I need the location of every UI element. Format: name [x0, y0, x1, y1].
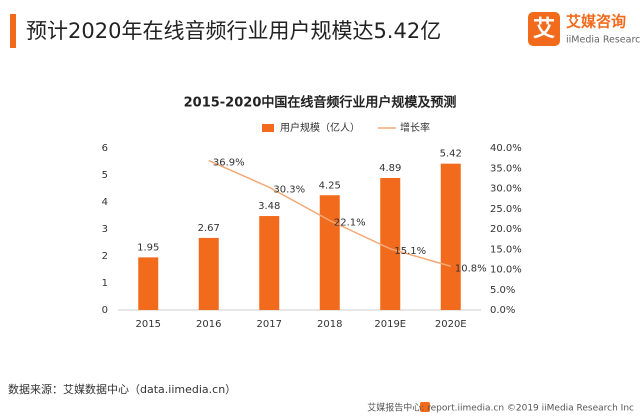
y2-tick-label: 0.0% — [490, 305, 515, 316]
bar-value-label: 1.95 — [137, 242, 159, 253]
line-value-label: 10.8% — [455, 263, 487, 274]
y-tick-label: 3 — [102, 224, 108, 235]
x-tick-label: 2019E — [374, 319, 406, 330]
line-value-label: 22.1% — [334, 217, 366, 228]
bar — [380, 177, 401, 310]
x-tick-label: 2015 — [136, 319, 161, 330]
x-tick-label: 2020E — [435, 319, 467, 330]
bar — [319, 195, 340, 310]
x-tick-label: 2016 — [196, 319, 221, 330]
source: 数据来源：艾媒数据中心（data.iimedia.cn） — [8, 382, 236, 396]
bar-value-label: 2.67 — [198, 223, 220, 234]
chart-title: 2015-2020中国在线音频行业用户规模及预测 — [184, 95, 457, 111]
credit: 艾媒报告中心: report.iimedia.cn ©2019 iiMedia … — [367, 402, 634, 414]
logo-mark-bg — [528, 12, 560, 46]
line-value-label: 15.1% — [394, 246, 426, 257]
bar-value-label: 5.42 — [440, 149, 462, 160]
bar-value-label: 4.89 — [379, 163, 401, 174]
x-tick-label: 2018 — [317, 319, 342, 330]
logo-name: 艾媒咨询 — [566, 13, 626, 31]
legend-label: 增长率 — [400, 121, 430, 134]
y2-tick-label: 30.0% — [490, 184, 522, 195]
bar — [198, 237, 219, 310]
bar-value-label: 4.25 — [319, 180, 341, 191]
y-tick-label: 2 — [102, 251, 108, 262]
line-value-label: 36.9% — [213, 158, 245, 169]
y-tick-label: 5 — [102, 170, 108, 181]
y2-tick-label: 10.0% — [490, 265, 522, 276]
legend-label: 用户规模（亿人） — [280, 121, 360, 134]
line-value-label: 30.3% — [273, 184, 305, 195]
bar-value-label: 3.48 — [258, 201, 280, 212]
y2-tick-label: 25.0% — [490, 204, 522, 215]
y-tick-label: 0 — [102, 305, 108, 316]
bar — [440, 163, 461, 310]
bar — [138, 257, 159, 310]
legend-swatch — [262, 124, 274, 132]
logo-sub: iiMedia Research — [566, 35, 640, 46]
y-tick-label: 1 — [102, 278, 108, 289]
y2-tick-label: 20.0% — [490, 224, 522, 235]
page-title: 预计2020年在线音频行业用户规模达5.42亿 — [26, 19, 441, 43]
y2-tick-label: 35.0% — [490, 163, 522, 174]
bar — [259, 216, 280, 310]
y2-tick-label: 40.0% — [490, 143, 522, 154]
x-tick-label: 2017 — [257, 319, 282, 330]
y-tick-label: 4 — [102, 197, 108, 208]
footer-icon — [420, 402, 430, 412]
y-tick-label: 6 — [102, 143, 108, 154]
title-accent — [10, 14, 16, 48]
y2-tick-label: 15.0% — [490, 244, 522, 255]
logo-mark: 艾 — [533, 17, 555, 42]
y2-tick-label: 5.0% — [490, 285, 515, 296]
line — [208, 159, 451, 267]
